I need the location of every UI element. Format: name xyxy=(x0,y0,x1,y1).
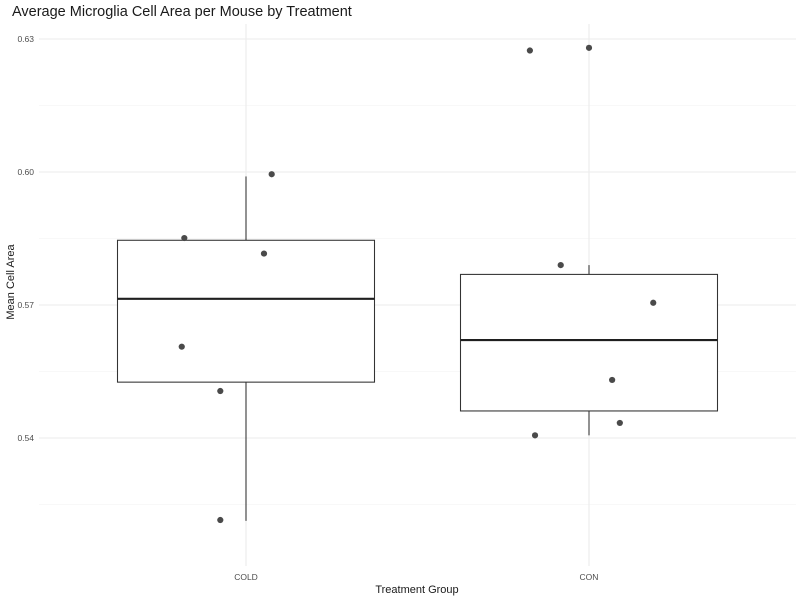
data-point-con xyxy=(557,262,564,269)
boxplots xyxy=(116,176,719,521)
data-point-cold xyxy=(181,234,188,242)
y-tick-label: 0.54 xyxy=(17,433,34,443)
data-point-cold xyxy=(217,516,224,524)
box-cold xyxy=(116,239,376,383)
y-tick-label: 0.60 xyxy=(17,167,34,177)
data-point-con xyxy=(526,47,533,54)
data-point-con xyxy=(609,376,616,384)
x-axis-ticks: COLD CON xyxy=(234,572,598,582)
y-tick-label: 0.63 xyxy=(17,34,34,44)
data-point-con xyxy=(585,44,593,51)
data-point-cold xyxy=(178,343,185,350)
x-tick-label: CON xyxy=(580,572,599,582)
data-point-con xyxy=(531,432,539,439)
x-axis-title: Treatment Group xyxy=(375,584,458,596)
data-point-con xyxy=(616,419,623,427)
x-tick-label: COLD xyxy=(234,572,258,582)
data-points xyxy=(178,44,657,524)
y-axis-ticks: 0.54 0.57 0.60 0.63 xyxy=(17,34,34,443)
data-point-cold xyxy=(260,250,268,257)
y-axis-title: Mean Cell Area xyxy=(5,244,17,320)
data-point-con xyxy=(650,299,657,306)
chart-title: Average Microglia Cell Area per Mouse by… xyxy=(12,4,352,20)
data-point-cold xyxy=(217,387,224,395)
data-point-cold xyxy=(268,171,275,178)
y-tick-label: 0.57 xyxy=(17,300,34,310)
box-con xyxy=(459,273,719,412)
